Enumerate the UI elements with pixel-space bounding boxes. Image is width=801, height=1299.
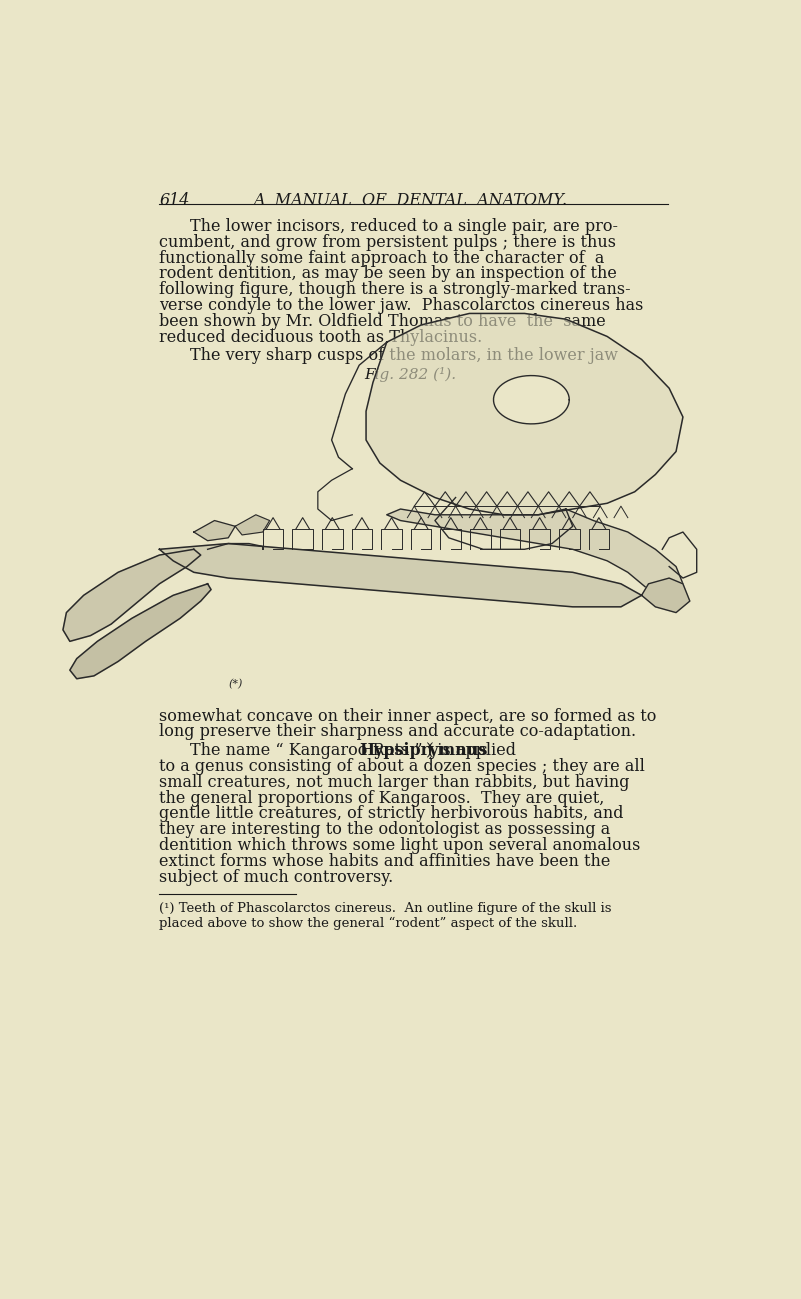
Text: been shown by Mr. Oldfield Thomas to have  the  same: been shown by Mr. Oldfield Thomas to hav… [159,313,606,330]
Polygon shape [159,543,642,607]
Text: reduced deciduous tooth as Thylacinus.: reduced deciduous tooth as Thylacinus. [159,329,482,346]
Polygon shape [366,313,683,514]
Polygon shape [70,583,211,679]
Polygon shape [493,375,570,423]
Text: The very sharp cusps of the molars, in the lower jaw: The very sharp cusps of the molars, in t… [190,347,618,364]
Text: cumbent, and grow from persistent pulps ; there is thus: cumbent, and grow from persistent pulps … [159,234,616,251]
Text: they are interesting to the odontologist as possessing a: they are interesting to the odontologist… [159,821,610,838]
Text: 614: 614 [159,192,190,209]
Text: A  MANUAL  OF  DENTAL  ANATOMY.: A MANUAL OF DENTAL ANATOMY. [253,192,568,209]
Text: to a genus consisting of about a dozen species ; they are all: to a genus consisting of about a dozen s… [159,759,645,776]
Polygon shape [63,549,201,642]
Text: extinct forms whose habits and affinities have been the: extinct forms whose habits and affinitie… [159,853,610,870]
Text: Hypsiprymnus: Hypsiprymnus [359,742,487,759]
Polygon shape [235,514,270,535]
Text: verse condyle to the lower jaw.  Phascolarctos cinereus has: verse condyle to the lower jaw. Phascola… [159,297,643,314]
Text: (¹) Teeth of Phascolarctos cinereus.  An outline figure of the skull is: (¹) Teeth of Phascolarctos cinereus. An … [159,903,612,916]
Text: (*): (*) [228,679,243,690]
Text: Fig. 282 (¹).: Fig. 282 (¹). [364,368,457,382]
Polygon shape [387,509,683,595]
Text: functionally some faint approach to the character of  a: functionally some faint approach to the … [159,249,605,266]
Text: subject of much controversy.: subject of much controversy. [159,869,393,886]
Text: rodent dentition, as may be seen by an inspection of the: rodent dentition, as may be seen by an i… [159,265,617,282]
Text: somewhat concave on their inner aspect, are so formed as to: somewhat concave on their inner aspect, … [159,708,657,725]
Text: the general proportions of Kangaroos.  They are quiet,: the general proportions of Kangaroos. Th… [159,790,605,807]
Text: The lower incisors, reduced to a single pair, are pro-: The lower incisors, reduced to a single … [190,218,618,235]
Polygon shape [642,578,690,613]
Text: placed above to show the general “rodent” aspect of the skull.: placed above to show the general “rodent… [159,916,578,930]
Text: long preserve their sharpness and accurate co-adaptation.: long preserve their sharpness and accura… [159,724,636,740]
Text: ) is applied: ) is applied [426,742,516,759]
Polygon shape [194,521,235,540]
Text: dentition which throws some light upon several anomalous: dentition which throws some light upon s… [159,837,641,853]
Text: following figure, though there is a strongly-marked trans-: following figure, though there is a stro… [159,281,630,297]
Text: The name “ Kangaroo Rats ” (: The name “ Kangaroo Rats ” ( [190,742,434,759]
Text: gentle little creatures, of strictly herbivorous habits, and: gentle little creatures, of strictly her… [159,805,624,822]
Text: small creatures, not much larger than rabbits, but having: small creatures, not much larger than ra… [159,774,630,791]
